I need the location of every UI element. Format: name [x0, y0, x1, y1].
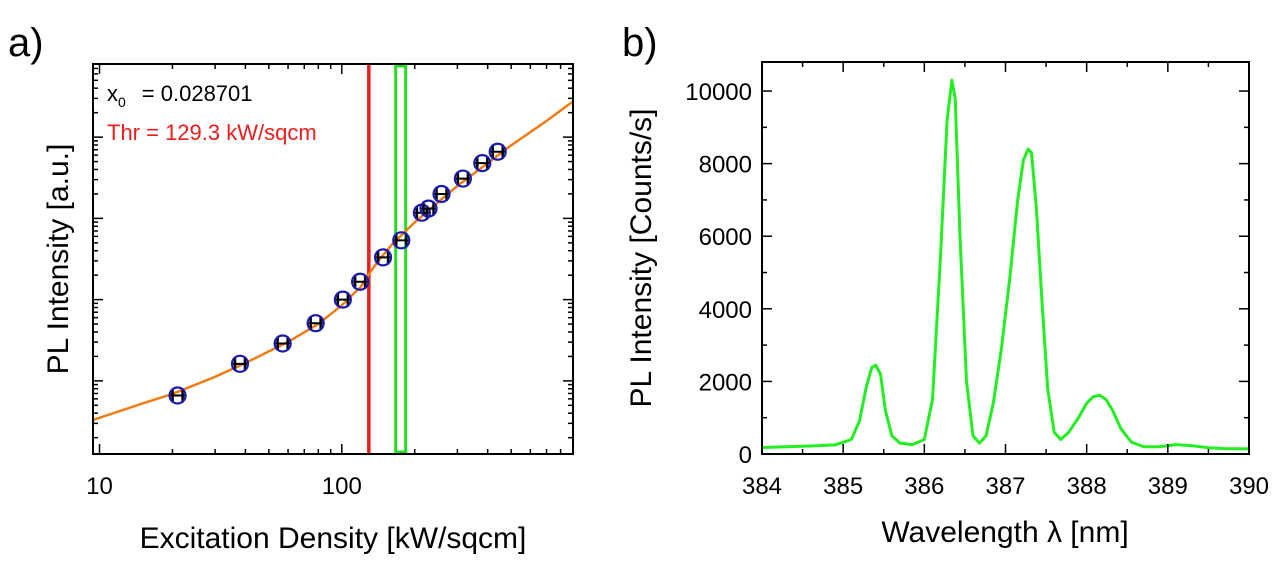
panel-b-marks — [761, 78, 1250, 451]
data-point — [333, 290, 352, 309]
x-tick-label: 387 — [985, 473, 1025, 500]
highlight-box — [394, 64, 408, 454]
panel-a-plot-frame — [92, 63, 574, 455]
data-point — [273, 334, 292, 353]
panel-a-label: a) — [8, 21, 44, 65]
data-point — [373, 248, 393, 267]
data-point — [351, 272, 370, 291]
x-tick-label: 389 — [1148, 473, 1188, 500]
y-tick-label: 4000 — [699, 297, 752, 324]
data-point — [168, 386, 187, 405]
panel-b-plot-frame — [761, 61, 1250, 455]
panel-a: a) 10 100 x0 = 0.028701 Thr = 129.3 kW/sqc… — [8, 21, 574, 555]
panel-a-ticks: 10 100 — [86, 64, 574, 500]
x-tick-label: 388 — [1067, 473, 1107, 500]
data-point — [392, 231, 411, 250]
panel-b-label: b) — [622, 21, 658, 65]
data-point — [473, 154, 492, 173]
x0-subscript: 0 — [118, 94, 126, 110]
x0-annotation: x0 = 0.028701 — [107, 81, 253, 110]
y-tick-label: 10000 — [685, 79, 752, 106]
x-tick-label: 384 — [742, 473, 782, 500]
data-point — [432, 184, 451, 204]
panel-a-y-axis-title: PL Intensity [a.u.] — [42, 144, 75, 375]
x-tick-label: 386 — [904, 473, 944, 500]
x0-value: = 0.028701 — [142, 81, 253, 106]
panel-b-y-axis-title: PL Intensity [Counts/s] — [625, 108, 658, 407]
x-tick-label: 385 — [823, 473, 863, 500]
panel-a-x-axis-title: Excitation Density [kW/sqcm] — [140, 522, 527, 555]
x0-symbol: x — [107, 81, 118, 106]
panel-b-x-axis-title: Wavelength λ [nm] — [881, 516, 1128, 549]
y-tick-label: 0 — [739, 442, 752, 469]
data-point — [306, 314, 325, 333]
y-tick-label: 8000 — [699, 152, 752, 179]
x-tick-label: 390 — [1229, 473, 1269, 500]
fit-curve — [92, 100, 574, 422]
panel-b: b) 384 385 386 387 388 389 390 0 2000 4000 6000 800… — [622, 21, 1269, 549]
panel-b-ticks: 384 385 386 387 388 389 390 0 2000 4000 6000 8000 10… — [685, 62, 1269, 500]
x-tick-label: 100 — [322, 473, 362, 500]
data-point — [419, 199, 438, 218]
x-tick-label: 10 — [86, 473, 113, 500]
threshold-annotation: Thr = 129.3 kW/sqcm — [107, 120, 317, 145]
data-point — [230, 354, 250, 373]
spectrum-line — [761, 78, 1250, 451]
panel-a-marks — [92, 64, 574, 454]
data-point — [453, 169, 472, 188]
data-point — [488, 142, 507, 161]
y-tick-label: 6000 — [699, 224, 752, 251]
y-tick-label: 2000 — [699, 369, 752, 396]
